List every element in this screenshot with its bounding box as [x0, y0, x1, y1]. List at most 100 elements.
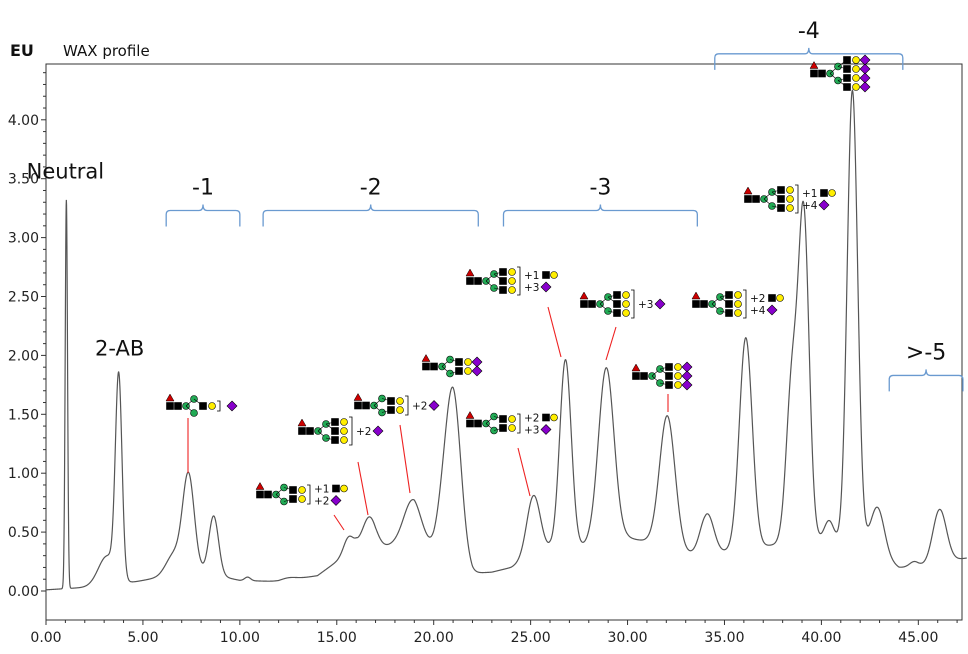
glcnac-square: [430, 362, 438, 371]
glcnac-square: [289, 495, 297, 503]
galactose-circle: [508, 268, 516, 276]
x-tick-label: 20.00: [414, 630, 454, 646]
glcnac-square: [640, 372, 648, 380]
galactose-circle: [852, 83, 860, 91]
glcnac-square: [474, 277, 482, 285]
antenna-bracket: [631, 289, 635, 319]
glcnac-square: [264, 490, 272, 499]
glcnac-square: [843, 74, 851, 82]
glcnac-square: [298, 427, 306, 435]
galactose-circle: [622, 291, 630, 299]
y-tick-label: 1.50: [8, 407, 39, 423]
y-tick-label: 4.00: [8, 113, 39, 129]
fucose-triangle: [255, 481, 265, 490]
fucose-triangle: [743, 186, 753, 195]
galactose-circle: [734, 309, 742, 317]
galactose-circle: [464, 367, 472, 375]
galactose-circle: [674, 363, 682, 371]
x-tick-label: 15.00: [317, 630, 357, 646]
y-tick-label: 0.00: [8, 584, 39, 600]
glycan-g8: +3: [579, 289, 666, 319]
glycan-count-label: +1: [314, 484, 329, 496]
galactose-circle: [786, 195, 794, 203]
fucose-triangle: [421, 353, 431, 362]
glcnac-square: [474, 419, 482, 428]
glcnac-square: [665, 381, 673, 389]
glycan-g1: [165, 393, 238, 417]
galactose-circle: [508, 277, 516, 285]
glycan-count-label: +2: [750, 293, 765, 305]
glcnac-square: [331, 418, 339, 426]
charge-group-1: -1: [165, 176, 241, 227]
glcnac-square: [362, 401, 370, 410]
x-tick-label: 35.00: [704, 630, 744, 646]
y-tick-label: 2.50: [8, 290, 39, 306]
galactose-circle: [734, 291, 742, 299]
glcnac-square: [768, 294, 776, 302]
sialic-diamond: [818, 199, 830, 211]
group-label: >-5: [906, 340, 946, 365]
x-tick-label: 40.00: [801, 630, 841, 646]
galactose-circle: [550, 413, 558, 422]
charge-group-3: -3: [502, 176, 698, 227]
glcnac-square: [588, 300, 596, 308]
glycan-lead-lines: [187, 306, 669, 531]
glcnac-square: [725, 291, 733, 299]
x-tick-label: 0.00: [30, 630, 61, 646]
glcnac-square: [542, 271, 550, 279]
glcnac-square: [289, 486, 297, 494]
chromatogram-trace: [45, 89, 967, 591]
sialic-diamond: [766, 304, 778, 316]
group-bracket: [714, 47, 904, 70]
y-tick-label: 2.00: [8, 348, 39, 364]
antenna-bracket: [795, 184, 799, 214]
glycan-g7: +2+3: [465, 410, 558, 437]
glycan-count-label: +2: [412, 401, 427, 413]
glycan-count-label: +4: [750, 305, 766, 317]
charge-group-4: -4: [714, 19, 904, 70]
antenna-bracket: [517, 413, 521, 434]
sialic-diamond: [681, 361, 693, 373]
antenna-bracket: [405, 395, 409, 416]
sialic-diamond: [330, 495, 342, 506]
sialic-diamond: [540, 281, 552, 293]
peak-labels: Neutral 2-AB: [27, 160, 145, 361]
group-bracket: [165, 204, 241, 227]
sialic-diamond: [226, 400, 238, 412]
antenna-bracket: [307, 484, 311, 505]
plot-frame: [45, 63, 963, 621]
sialic-diamond: [859, 63, 871, 75]
galactose-circle: [340, 427, 348, 435]
sialic-diamond: [540, 424, 552, 435]
glcnac-square: [256, 490, 264, 499]
group-label: -1: [192, 176, 214, 201]
lead-line-g6: [547, 306, 562, 358]
glycan-g2: +1+2: [255, 481, 348, 508]
chart-title: WAX profile: [63, 42, 150, 60]
peak-label: 2-AB: [95, 336, 144, 360]
galactose-circle: [464, 358, 472, 366]
galactose-circle: [340, 436, 348, 444]
sialic-diamond: [681, 379, 693, 391]
glcnac-square: [818, 69, 826, 78]
glcnac-square: [613, 291, 621, 299]
group-label: -2: [360, 176, 382, 201]
x-axis-ticks: 0.00 5.00 10.00 15.00 20.00 25.00 30.00 35.00 40…: [30, 620, 958, 646]
glcnac-square: [613, 309, 621, 317]
galactose-circle: [396, 397, 404, 405]
x-tick-label: 30.00: [608, 630, 648, 646]
sialic-diamond: [372, 425, 384, 437]
glcnac-square: [331, 427, 339, 435]
peak-label: Neutral: [27, 160, 105, 184]
galactose-circle: [734, 300, 742, 308]
galactose-circle: [828, 189, 836, 197]
charge-group-2: -2: [262, 176, 479, 227]
charge-group-5: >-5: [888, 340, 964, 392]
glycan-g6: +1+3: [465, 266, 558, 296]
glycan-g5: [421, 353, 483, 378]
glcnac-square: [166, 402, 174, 410]
glycan-count-label: +4: [802, 200, 818, 212]
glcnac-square: [725, 300, 733, 308]
glcnac-square: [665, 372, 673, 380]
